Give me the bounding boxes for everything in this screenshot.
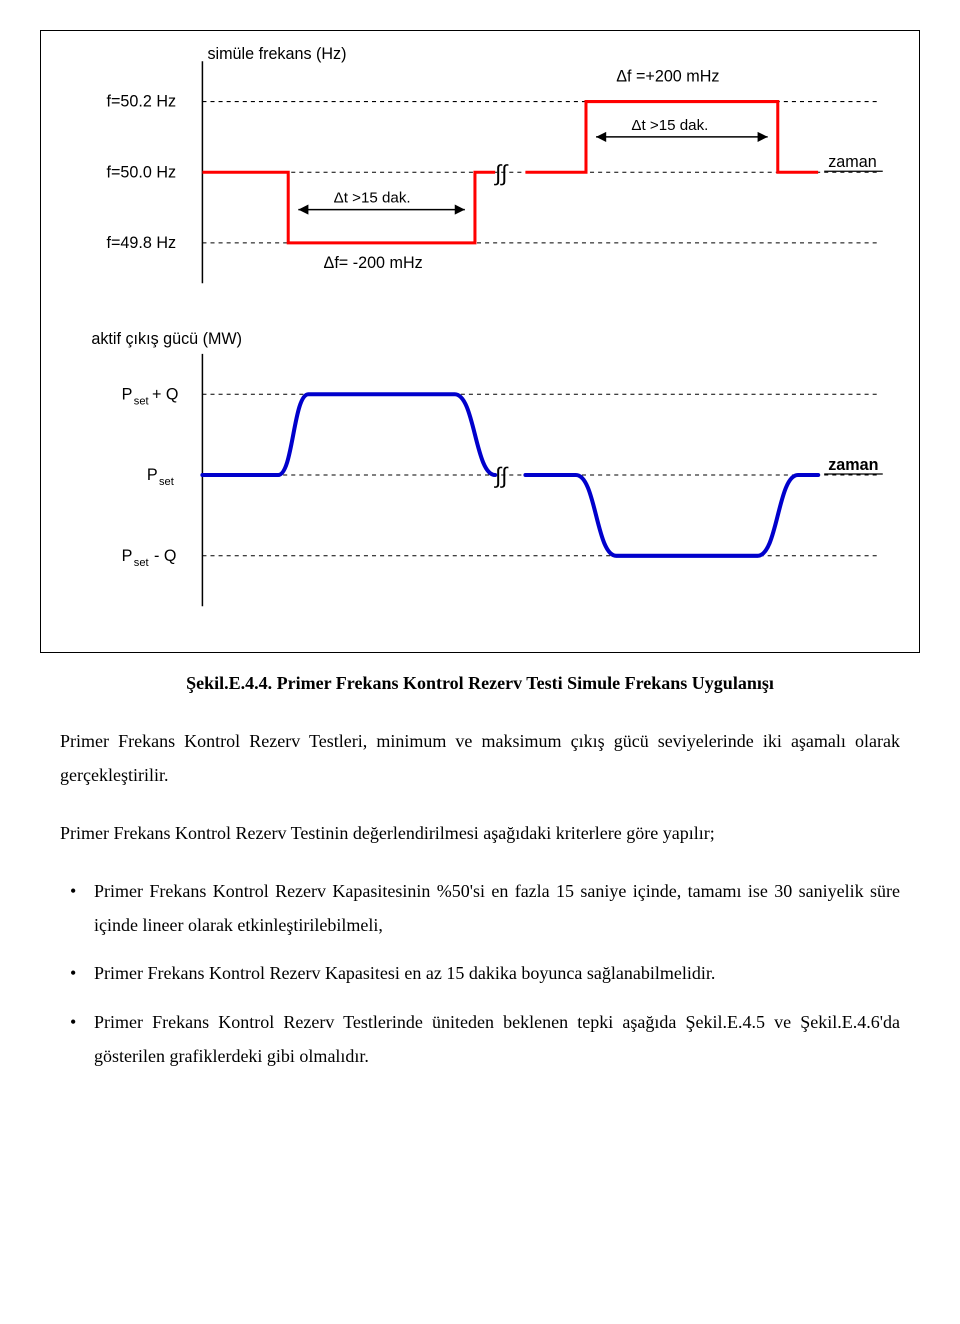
bottom-chart-title: aktif çıkış gücü (MW) <box>91 330 242 348</box>
svg-text:- Q: - Q <box>154 547 176 565</box>
svg-text:+ Q: + Q <box>152 385 178 403</box>
paragraph-1: Primer Frekans Kontrol Rezerv Testleri, … <box>60 724 900 792</box>
top-dt-right: Δt >15 dak. <box>596 117 768 142</box>
bottom-ytick-mid: P set <box>147 466 174 488</box>
bullet-item: Primer Frekans Kontrol Rezerv Kapasitesi… <box>60 874 900 942</box>
top-xlabel: zaman <box>828 153 876 171</box>
top-ytick-mid: f=50.0 Hz <box>107 163 177 181</box>
top-dt-left: Δt >15 dak. <box>298 190 465 215</box>
svg-text:P: P <box>147 466 158 484</box>
top-chart-title: simüle frekans (Hz) <box>207 45 346 63</box>
svg-text:P: P <box>122 385 133 403</box>
svg-text:set: set <box>159 476 174 488</box>
top-break-glyph: ∫∫ <box>493 160 509 185</box>
bottom-chart: aktif çıkış gücü (MW) P set + Q P set <box>91 330 882 606</box>
figure-svg: simüle frekans (Hz) f=50.2 Hz f=50.0 Hz … <box>51 41 909 637</box>
bottom-ytick-low: P set - Q <box>122 547 177 569</box>
top-ytick-high: f=50.2 Hz <box>107 93 177 111</box>
top-ytick-low: f=49.8 Hz <box>107 234 177 252</box>
top-chart: simüle frekans (Hz) f=50.2 Hz f=50.0 Hz … <box>107 45 883 283</box>
svg-text:set: set <box>134 557 149 569</box>
figure-frame: simüle frekans (Hz) f=50.2 Hz f=50.0 Hz … <box>40 30 920 653</box>
bottom-break-glyph: ∫∫ <box>493 463 509 488</box>
paragraph-2: Primer Frekans Kontrol Rezerv Testinin d… <box>60 816 900 850</box>
bullet-item: Primer Frekans Kontrol Rezerv Testlerind… <box>60 1005 900 1073</box>
bottom-xlabel: zaman <box>828 456 878 474</box>
bottom-ytick-high: P set + Q <box>122 385 179 407</box>
body-text: Primer Frekans Kontrol Rezerv Testleri, … <box>60 724 900 1074</box>
svg-text:set: set <box>134 395 149 407</box>
bullet-item: Primer Frekans Kontrol Rezerv Kapasitesi… <box>60 956 900 990</box>
top-annot-minus200: Δf= -200 mHz <box>324 254 423 272</box>
figure-caption: Şekil.E.4.4. Primer Frekans Kontrol Reze… <box>40 673 920 694</box>
top-annot-dt-left: Δt >15 dak. <box>334 190 411 207</box>
bullet-list: Primer Frekans Kontrol Rezerv Kapasitesi… <box>60 874 900 1073</box>
top-annot-plus200: Δf =+200 mHz <box>616 67 719 85</box>
svg-text:P: P <box>122 547 133 565</box>
top-annot-dt-right: Δt >15 dak. <box>631 117 708 134</box>
page: simüle frekans (Hz) f=50.2 Hz f=50.0 Hz … <box>0 30 960 1073</box>
